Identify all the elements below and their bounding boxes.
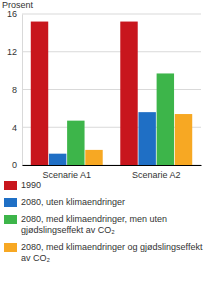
grid — [22, 14, 201, 165]
x-tick-label: Scenarie A1 — [42, 170, 91, 180]
bar-series — [67, 73, 174, 165]
y-tick: 16 — [7, 9, 22, 19]
bar — [157, 73, 174, 165]
legend-label: 2080, uten klimaendringer — [21, 197, 125, 207]
legend-item: 1990 — [4, 180, 41, 190]
y-tick: 8 — [12, 85, 22, 95]
plot: 0 4 8 12 16 Scenarie A1 Scenarie A2 — [7, 9, 202, 180]
x-tick: Scenarie A1 — [42, 165, 91, 180]
bars — [31, 22, 192, 165]
chart: 0 4 8 12 16 Scenarie A1 Scenarie A2 Prosent 1990… — [0, 0, 207, 287]
x-tick: Scenarie A2 — [132, 165, 181, 180]
grid-line — [22, 165, 201, 166]
bar-series — [85, 114, 192, 165]
x-axis: Scenarie A1 Scenarie A2 — [23, 165, 202, 180]
y-tick-label: 4 — [12, 123, 17, 133]
y-tick-label: 8 — [12, 85, 17, 95]
bar-series — [31, 22, 138, 165]
grid-line — [22, 89, 201, 90]
bar — [49, 154, 66, 165]
legend-swatch — [4, 243, 17, 252]
bar — [67, 121, 84, 165]
legend-item: 2080, med klimaendringer, men utengjødsl… — [4, 214, 167, 235]
bar — [175, 114, 192, 165]
x-tick-label: Scenarie A2 — [132, 170, 181, 180]
y-tick-label: 16 — [7, 9, 17, 19]
legend-label: 2080, med klimaendringer, men utengjødsl… — [21, 214, 167, 235]
legend-label: 1990 — [21, 180, 41, 190]
chart-container: 0 4 8 12 16 Scenarie A1 Scenarie A2 Prosent 1990… — [0, 0, 207, 287]
legend-item: 2080, med klimaendringer og gjødslingsef… — [4, 242, 203, 263]
y-axis-title: Prosent — [2, 0, 34, 10]
y-tick: 4 — [12, 123, 22, 133]
grid-line — [22, 127, 201, 128]
legend: 1990 2080, uten klimaendringer 2080, med k… — [4, 180, 203, 263]
bar — [31, 22, 48, 165]
x-axis-line — [23, 165, 202, 166]
legend-swatch — [4, 215, 17, 224]
y-tick-label: 0 — [12, 160, 17, 170]
grid-line — [22, 14, 201, 15]
legend-swatch — [4, 181, 17, 190]
bar — [120, 22, 137, 165]
y-tick: 0 — [12, 160, 22, 170]
bar-series — [49, 112, 156, 165]
y-tick: 12 — [7, 47, 22, 57]
y-tick-label: 12 — [7, 47, 17, 57]
legend-swatch — [4, 198, 17, 207]
y-axis: 0 4 8 12 16 — [7, 9, 23, 170]
legend-label: 2080, med klimaendringer og gjødslingsef… — [21, 242, 203, 263]
legend-item: 2080, uten klimaendringer — [4, 197, 125, 207]
bar — [138, 112, 155, 165]
grid-line — [22, 51, 201, 52]
bar — [85, 150, 102, 165]
y-axis-line — [22, 15, 23, 166]
